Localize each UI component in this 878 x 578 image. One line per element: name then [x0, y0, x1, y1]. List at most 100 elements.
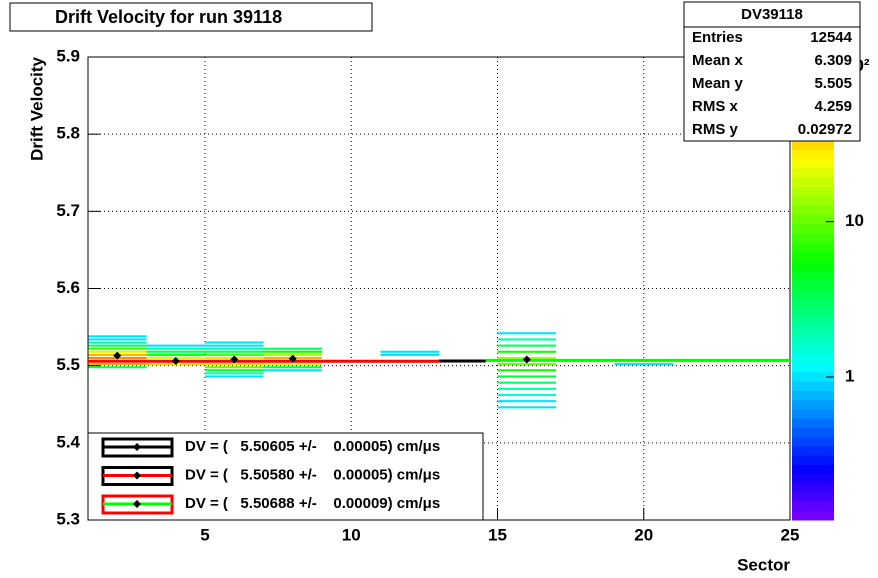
- palette-step: [792, 353, 834, 364]
- palette-step: [792, 288, 834, 299]
- stats-value: 12544: [810, 29, 852, 46]
- cell: [497, 387, 556, 390]
- legend-marker: [133, 500, 141, 508]
- stats-value: 5.505: [814, 75, 852, 92]
- stats-label: Mean x: [692, 52, 744, 69]
- cell: [205, 375, 264, 378]
- x-tick-label: 15: [488, 525, 507, 544]
- x-tick-label: 25: [781, 525, 800, 544]
- cell: [263, 347, 322, 350]
- palette-step: [792, 418, 834, 428]
- stats-value: 0.02972: [798, 121, 852, 138]
- legend-marker: [133, 471, 141, 480]
- x-tick-label: 5: [200, 525, 209, 544]
- cell: [88, 335, 147, 338]
- legend-label: DV = ( 5.50580 +/- 0.00005) cm/μs: [185, 466, 440, 483]
- palette-step: [792, 242, 834, 252]
- palette-step: [792, 149, 834, 160]
- palette-step: [792, 177, 834, 188]
- cell: [263, 369, 322, 372]
- cell: [205, 363, 264, 366]
- cell: [497, 344, 556, 347]
- palette-step: [792, 510, 834, 521]
- cell: [205, 366, 264, 369]
- palette-step: [792, 260, 834, 271]
- z-tick-label: 10: [845, 211, 864, 230]
- palette-step: [792, 297, 834, 308]
- cell: [497, 332, 556, 335]
- cell: [205, 347, 264, 350]
- cell: [205, 353, 264, 356]
- cell: [88, 363, 147, 366]
- palette-step: [792, 140, 834, 151]
- stats-label: Mean y: [692, 75, 744, 92]
- cell: [497, 350, 556, 353]
- palette-step: [792, 427, 834, 438]
- cell: [146, 350, 205, 353]
- palette-step: [792, 168, 834, 178]
- stats-label: RMS y: [692, 121, 739, 138]
- stats-label: Entries: [692, 29, 743, 46]
- y-tick-label: 5.8: [56, 124, 80, 143]
- palette-step: [792, 492, 834, 502]
- palette-step: [792, 371, 834, 382]
- x-axis-label: Sector: [737, 555, 790, 574]
- profile-point: [288, 354, 297, 363]
- palette-step: [792, 399, 834, 410]
- cell: [497, 393, 556, 397]
- stats-value: 4.259: [814, 98, 852, 115]
- cell: [497, 400, 556, 403]
- y-tick-label: 5.3: [56, 509, 80, 528]
- cell: [205, 350, 264, 353]
- palette-step: [792, 445, 834, 456]
- palette-step: [792, 390, 834, 401]
- x-tick-label: 10: [342, 525, 361, 544]
- palette-step: [792, 344, 834, 354]
- cell: [380, 350, 439, 353]
- cell: [205, 369, 264, 372]
- legend-marker: [133, 443, 141, 451]
- palette-step: [792, 232, 834, 243]
- cell: [88, 341, 147, 344]
- z-tick-label: 1: [845, 366, 854, 385]
- cell: [88, 338, 147, 341]
- palette-step: [792, 158, 834, 169]
- title-box: [9, 2, 373, 32]
- stats-value: 6.309: [814, 52, 852, 69]
- palette-step: [792, 455, 834, 465]
- palette-step: [792, 325, 834, 336]
- cell: [88, 344, 147, 347]
- cell: [263, 363, 322, 366]
- palette-step: [792, 205, 834, 215]
- palette-step: [792, 473, 834, 484]
- palette-step: [792, 362, 834, 373]
- palette-step: [792, 223, 834, 234]
- palette-step: [792, 408, 834, 419]
- cell: [146, 344, 205, 347]
- cell: [380, 353, 439, 356]
- y-tick-label: 5.5: [56, 355, 80, 374]
- palette-step: [792, 269, 834, 280]
- cell: [497, 338, 556, 341]
- palette-step: [792, 334, 834, 345]
- palette-step: [792, 381, 834, 391]
- y-tick-label: 5.4: [56, 432, 80, 451]
- cell: [146, 347, 205, 350]
- cell: [205, 372, 264, 375]
- profile-point: [230, 355, 239, 364]
- palette-step: [792, 316, 834, 327]
- palette-step: [792, 279, 834, 289]
- palette-step: [792, 501, 834, 512]
- y-tick-label: 5.9: [56, 46, 80, 65]
- profile-point: [113, 351, 122, 360]
- stats-title: DV39118: [741, 6, 803, 23]
- cell: [205, 341, 264, 344]
- profile-point: [171, 357, 180, 366]
- cell: [205, 344, 264, 347]
- cell: [497, 381, 556, 384]
- palette-step: [792, 251, 834, 262]
- cell: [497, 375, 556, 378]
- y-tick-label: 5.7: [56, 201, 80, 220]
- palette-step: [792, 186, 834, 197]
- y-tick-label: 5.6: [56, 278, 80, 297]
